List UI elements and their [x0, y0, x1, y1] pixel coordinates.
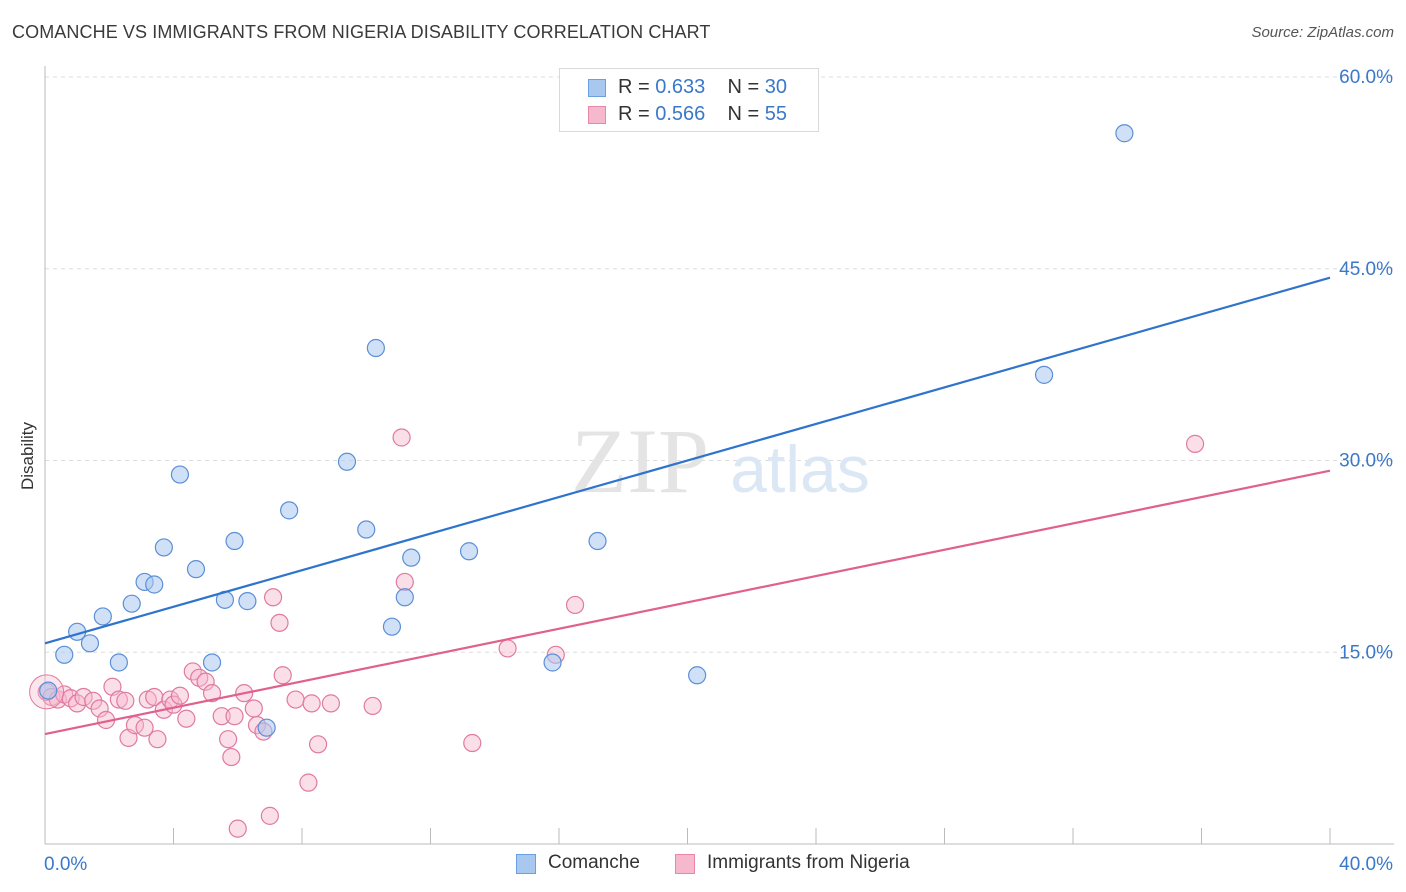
correlation-legend: R = 0.633 N = 30 R = 0.566 N = 55	[559, 68, 819, 132]
nigeria-point	[148, 730, 167, 749]
comanche-point	[382, 617, 402, 636]
comanche-legend-swatch	[516, 854, 536, 874]
nigeria-point	[308, 735, 328, 754]
comanche-point	[395, 588, 414, 607]
nigeria-point	[90, 699, 109, 718]
nigeria-point	[116, 691, 135, 710]
y-tick-label: 45.0%	[1339, 259, 1393, 280]
y-tick-label: 30.0%	[1339, 451, 1393, 472]
x-tick-label: 40.0%	[1339, 854, 1393, 875]
comanche-point	[402, 548, 421, 567]
comanche-point	[543, 653, 562, 672]
x-tick-label: 0.0%	[44, 854, 87, 875]
y-axis-label: Disability	[18, 421, 37, 491]
nigeria-point	[219, 730, 238, 749]
nigeria-point	[273, 666, 292, 685]
comanche-point	[588, 531, 607, 551]
nigeria-legend-label: Immigrants from Nigeria	[707, 852, 910, 873]
nigeria-point	[498, 639, 517, 658]
legend-n-value: 30	[764, 76, 788, 98]
comanche-point	[55, 645, 74, 664]
nigeria-point	[244, 699, 263, 718]
legend-r-value: 0.633	[655, 76, 706, 98]
nigeria-point	[109, 690, 128, 709]
nigeria-point	[270, 613, 289, 632]
legend-n-value: 55	[764, 103, 788, 125]
comanche-point	[366, 338, 385, 358]
comanche-legend-label: Comanche	[548, 852, 640, 873]
legend-r-value: 0.566	[655, 103, 706, 125]
comanche-point	[202, 653, 222, 672]
comanche-point	[238, 592, 257, 611]
nigeria-point	[74, 687, 93, 707]
nigeria-point	[225, 707, 244, 726]
nigeria-point	[202, 684, 222, 703]
comanche-points	[39, 124, 1134, 737]
nigeria-point	[196, 672, 215, 691]
comanche-point	[145, 575, 164, 594]
comanche-point	[39, 681, 58, 700]
tick-labels: 15.0% 30.0% 45.0% 60.0% 0.0% 40.0%	[44, 67, 1393, 875]
source-label: Source: ZipAtlas.com	[1251, 24, 1394, 41]
nigeria-point	[263, 588, 283, 607]
axes	[44, 66, 1394, 845]
nigeria-point	[1185, 434, 1205, 453]
nigeria-swatch	[588, 106, 606, 124]
comanche-point	[459, 542, 479, 561]
legend-r-label: R =	[618, 76, 650, 98]
nigeria-point	[395, 572, 414, 592]
chart-title: COMANCHE VS IMMIGRANTS FROM NIGERIA DISA…	[12, 22, 711, 42]
nigeria-point	[363, 696, 382, 716]
comanche-trend-line	[44, 276, 1331, 645]
legend-r-label: R =	[618, 103, 650, 125]
comanche-point	[1115, 124, 1134, 143]
nigeria-point	[222, 747, 241, 767]
nigeria-point	[135, 718, 154, 737]
legend-n-label: N =	[727, 76, 760, 98]
comanche-point	[280, 501, 299, 520]
y-tick-label: 60.0%	[1339, 67, 1393, 88]
comanche-point	[688, 666, 707, 685]
comanche-point	[80, 634, 100, 653]
comanche-point	[186, 560, 206, 579]
comanche-point	[154, 538, 173, 557]
comanche-point	[93, 607, 112, 626]
nigeria-point	[286, 690, 305, 709]
comanche-swatch	[588, 79, 606, 97]
nigeria-point	[177, 709, 196, 728]
y-tick-label: 15.0%	[1339, 642, 1393, 663]
comanche-point	[170, 465, 190, 484]
gridlines	[45, 76, 1394, 653]
comanche-point	[122, 594, 141, 613]
comanche-point	[337, 452, 357, 471]
trend-lines	[44, 276, 1331, 736]
watermark-atlas: atlas	[730, 432, 869, 506]
comanche-point	[1034, 365, 1054, 384]
comanche-point	[257, 718, 276, 737]
nigeria-point	[463, 733, 482, 753]
nigeria-point	[170, 686, 190, 705]
nigeria-point	[228, 819, 247, 838]
nigeria-point	[212, 707, 231, 726]
legend-n-label: N =	[727, 103, 760, 125]
nigeria-legend-swatch	[675, 854, 695, 874]
comanche-point	[225, 531, 244, 551]
nigeria-point	[321, 694, 341, 713]
nigeria-trend-line	[44, 469, 1331, 736]
comanche-point	[357, 520, 376, 539]
nigeria-point	[565, 595, 585, 615]
comanche-point	[109, 653, 128, 672]
nigeria-point	[260, 806, 279, 825]
nigeria-point	[392, 428, 411, 447]
nigeria-point	[302, 694, 321, 713]
nigeria-point	[299, 773, 318, 792]
